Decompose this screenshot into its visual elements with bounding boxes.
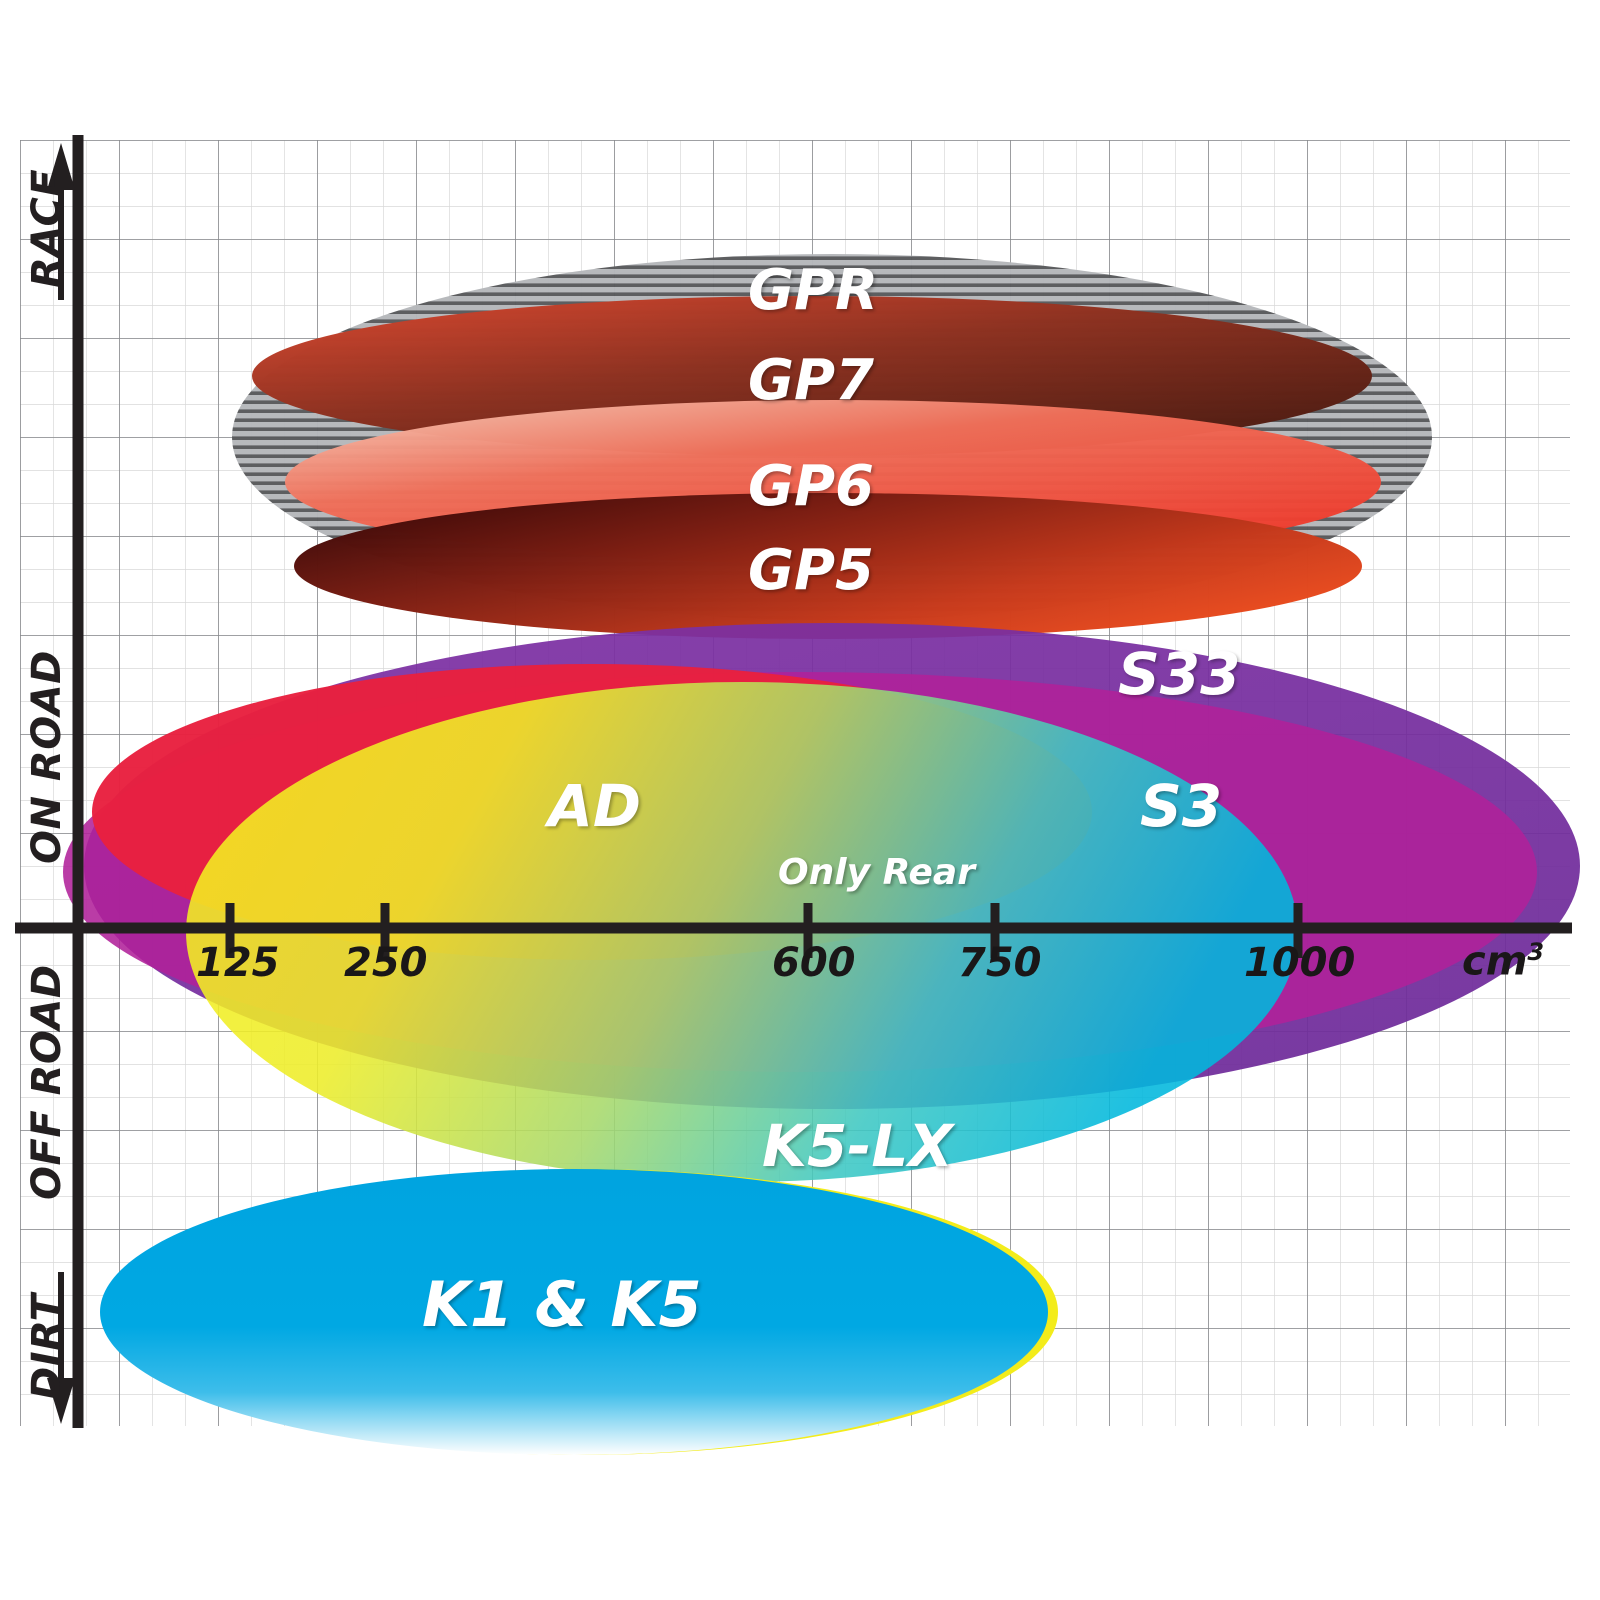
label-s33: S33: [1118, 640, 1241, 708]
label-ad: AD: [548, 772, 642, 840]
tick-label-600: 600: [772, 940, 856, 986]
dirt-arrow-icon: [47, 1272, 75, 1424]
tick-label-125: 125: [196, 940, 280, 986]
axis-unit-label: cm3: [1462, 938, 1544, 984]
unit-text: cm: [1462, 938, 1528, 985]
label-gp7: GP7: [748, 348, 874, 413]
label-only-rear: Only Rear: [778, 852, 975, 893]
label-gp6: GP6: [748, 454, 874, 519]
dirt-ellipse-group: [100, 1169, 1058, 1455]
label-s3: S3: [1140, 772, 1223, 840]
ellipse-k1k5: [100, 1169, 1048, 1455]
label-k5lx: K5-LX: [762, 1112, 954, 1180]
axes: [15, 135, 1572, 1428]
unit-exponent: 3: [1527, 938, 1545, 966]
label-k1k5: K1 & K5: [422, 1268, 702, 1341]
race-ellipse-group: [232, 254, 1432, 639]
tick-label-1000: 1000: [1244, 940, 1356, 986]
axis-label-off-road: OFF ROAD: [24, 964, 70, 1200]
ellipse-gp5: [294, 493, 1362, 639]
axis-label-race: RACE: [24, 168, 70, 288]
label-gpr: GPR: [748, 258, 879, 323]
tick-label-750: 750: [958, 940, 1042, 986]
race-arrow-icon: [47, 143, 75, 300]
axis-label-dirt: DIRT: [24, 1293, 70, 1400]
tick-label-250: 250: [344, 940, 428, 986]
label-gp5: GP5: [748, 538, 874, 603]
axis-label-on-road: ON ROAD: [24, 650, 70, 864]
